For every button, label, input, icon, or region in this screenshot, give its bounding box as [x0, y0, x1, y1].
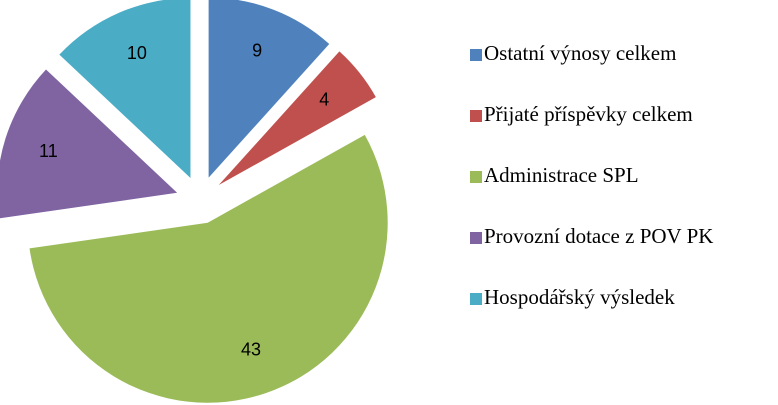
legend-swatch: [470, 293, 482, 305]
pie-slice: [29, 134, 388, 403]
data-label: 11: [39, 141, 58, 161]
pie-slice: [0, 69, 178, 219]
legend-label: Hospodářský výsledek: [484, 285, 675, 309]
data-label: 43: [241, 339, 261, 359]
data-label: 9: [252, 40, 262, 60]
legend-label: Provozní dotace z POV PK: [484, 224, 713, 248]
legend-swatch: [470, 110, 482, 122]
pie-slice: [59, 0, 191, 178]
pie-slice: [218, 51, 376, 186]
legend-swatch: [470, 232, 482, 244]
legend-label: Ostatní výnosy celkem: [484, 41, 676, 65]
data-label: 10: [127, 43, 147, 63]
legend-label: Administrace SPL: [484, 163, 639, 187]
legend-swatch: [470, 171, 482, 183]
legend-swatch: [470, 49, 482, 61]
pie-slice: [208, 0, 330, 178]
legend-label: Přijaté příspěvky celkem: [484, 102, 693, 126]
data-label: 4: [319, 90, 329, 110]
